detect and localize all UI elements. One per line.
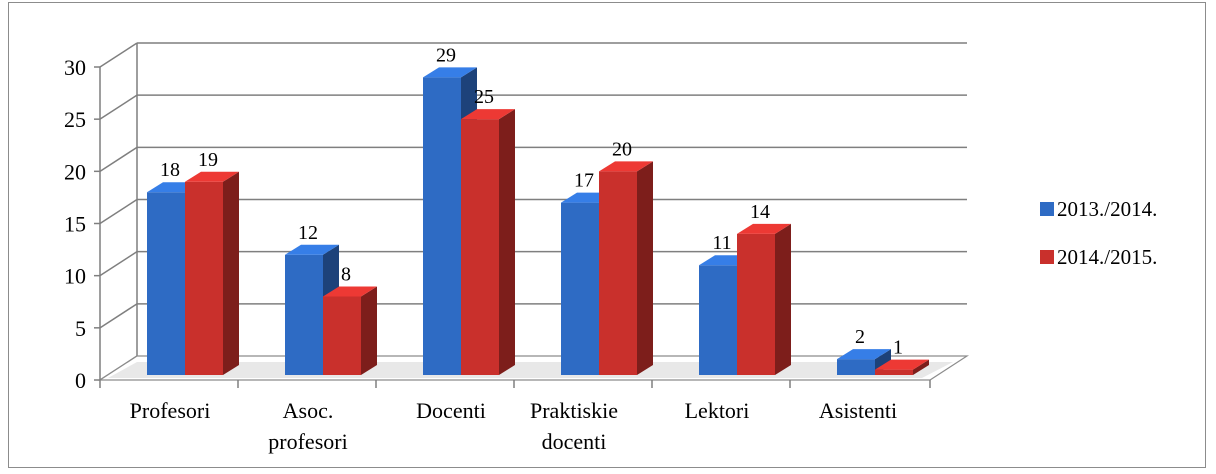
bar-top bbox=[737, 223, 791, 234]
bar-side bbox=[637, 161, 653, 375]
gridline-depth bbox=[99, 94, 138, 120]
bar bbox=[875, 359, 929, 375]
data-label: 17 bbox=[574, 170, 594, 192]
gridline-depth bbox=[99, 146, 138, 172]
x-category-label: Asoc. bbox=[283, 398, 334, 423]
bar-front bbox=[285, 254, 323, 375]
bar-top bbox=[285, 244, 339, 255]
bar-top bbox=[185, 171, 239, 182]
bar-front bbox=[147, 192, 185, 375]
bar-side bbox=[913, 359, 929, 375]
bar-front bbox=[599, 171, 637, 375]
gridline-depth bbox=[99, 303, 138, 329]
legend-swatch bbox=[1040, 202, 1054, 216]
x-category-label: profesori bbox=[268, 429, 347, 454]
y-tick-label: 10 bbox=[64, 264, 86, 289]
bar-front bbox=[737, 233, 775, 375]
data-label: 18 bbox=[160, 159, 180, 181]
bar-front bbox=[423, 77, 461, 375]
data-label: 19 bbox=[198, 149, 218, 171]
y-tick-label: 30 bbox=[64, 55, 86, 80]
bar-side bbox=[775, 223, 791, 375]
bar bbox=[737, 223, 791, 375]
bar-front bbox=[837, 359, 875, 375]
x-category-label: Praktiskie bbox=[530, 398, 618, 423]
bar-side bbox=[499, 109, 515, 376]
data-label: 20 bbox=[612, 138, 632, 160]
bar-top bbox=[323, 286, 377, 297]
y-tick-label: 15 bbox=[64, 212, 86, 237]
bar-front bbox=[461, 119, 499, 376]
gridline-depth bbox=[99, 198, 138, 225]
data-label: 8 bbox=[341, 264, 351, 286]
bar bbox=[461, 109, 515, 376]
x-category-label: docenti bbox=[542, 429, 607, 454]
bar bbox=[837, 349, 891, 375]
y-tick-label: 5 bbox=[75, 316, 86, 341]
gridline-depth bbox=[99, 42, 138, 68]
bar-front bbox=[875, 369, 913, 375]
bar-front bbox=[561, 202, 599, 375]
legend-swatch bbox=[1040, 250, 1054, 264]
data-label: 25 bbox=[474, 86, 494, 108]
bar bbox=[323, 286, 377, 375]
gridline-depth bbox=[99, 251, 138, 277]
data-label: 12 bbox=[298, 222, 318, 244]
bar bbox=[599, 161, 653, 375]
x-category-label: Asistenti bbox=[819, 398, 897, 423]
bar-top bbox=[423, 67, 477, 78]
bar-front bbox=[323, 296, 361, 375]
data-label: 2 bbox=[855, 326, 865, 348]
data-label: 29 bbox=[436, 44, 456, 66]
bar-top bbox=[875, 359, 929, 370]
bar bbox=[185, 171, 239, 375]
x-category-label: Lektori bbox=[685, 398, 750, 423]
bar-top bbox=[837, 349, 891, 360]
y-tick-label: 0 bbox=[75, 368, 86, 393]
legend-label: 2013./2014. bbox=[1057, 197, 1157, 221]
x-category-label: Docenti bbox=[416, 398, 486, 423]
data-label: 14 bbox=[750, 201, 770, 223]
data-label: 1 bbox=[893, 337, 903, 359]
bar-top bbox=[599, 161, 653, 172]
bar-top bbox=[461, 109, 515, 120]
legend-label: 2014./2015. bbox=[1057, 245, 1157, 269]
bar-front bbox=[699, 265, 737, 375]
bar-side bbox=[223, 171, 239, 375]
data-label: 11 bbox=[712, 232, 731, 254]
y-tick-label: 25 bbox=[64, 107, 86, 132]
bar-front bbox=[185, 181, 223, 375]
x-category-label: Profesori bbox=[130, 398, 211, 423]
bar-side bbox=[361, 286, 377, 375]
y-tick-label: 20 bbox=[64, 159, 86, 184]
